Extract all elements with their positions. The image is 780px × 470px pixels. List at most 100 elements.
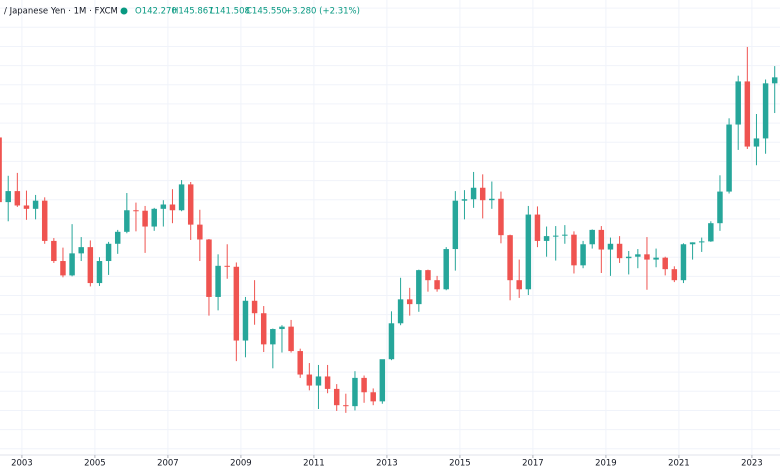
candle-body [51, 240, 57, 262]
candle-body [470, 187, 477, 200]
candle-body [771, 77, 778, 84]
candle-body [680, 244, 687, 281]
candle-body [562, 234, 568, 236]
candle-body [224, 265, 230, 267]
candle-body [279, 326, 285, 330]
candle-body [425, 270, 431, 281]
candle-body [178, 184, 185, 211]
candle-body [370, 392, 376, 402]
candle-body [653, 257, 659, 260]
candle-body [187, 184, 194, 225]
symbol-title: / Japanese Yen · 1M · FXCM [4, 7, 118, 17]
candle-body [516, 280, 522, 290]
candle-body [589, 229, 595, 245]
x-tick-label: 2003 [11, 459, 33, 469]
candle-body [14, 191, 21, 206]
candle-body [169, 204, 176, 211]
x-axis: 2003 2005 2007 2009 2011 2013 2015 2017 2019 2021… [11, 455, 763, 469]
candle-body [452, 200, 459, 250]
ohlc-change: +3.280 (+2.31%) [285, 7, 360, 17]
candle-body [671, 269, 678, 281]
candle-body [406, 299, 413, 305]
x-tick-label: 2021 [668, 459, 690, 469]
candle-body [215, 265, 221, 297]
candle-body [753, 138, 760, 147]
ohlc-high: H145.867 [172, 7, 214, 17]
candle-body [361, 377, 367, 393]
x-tick-label: 2005 [84, 459, 106, 469]
candle-body [69, 253, 75, 276]
candle-body [744, 81, 751, 147]
candle-body [689, 242, 696, 245]
candle-body [233, 266, 240, 341]
candle-body [197, 224, 203, 240]
candle-body [443, 249, 449, 290]
candle-body [60, 261, 66, 276]
candle-body [479, 187, 486, 201]
candle-body [461, 199, 468, 201]
x-tick-label: 2009 [230, 459, 252, 469]
candle-body [96, 261, 103, 284]
candle-body [32, 200, 39, 209]
candle-body [644, 254, 650, 260]
candle-body [717, 191, 723, 224]
candle-body [571, 234, 577, 266]
candle-body [242, 300, 249, 341]
grid [0, 0, 780, 455]
candle-body [498, 198, 504, 236]
x-tick-label: 2013 [376, 459, 398, 469]
candle-body [735, 81, 741, 125]
candle-body [41, 200, 48, 241]
candle-body [397, 299, 404, 324]
candle-body [160, 204, 167, 209]
candle-body [87, 247, 94, 284]
candle-body [306, 374, 313, 386]
candle-body [607, 243, 614, 250]
candle-body [105, 243, 112, 262]
candle-body [388, 323, 395, 360]
candle-body [762, 83, 769, 139]
candle-body [507, 235, 513, 281]
candle-body [616, 243, 623, 259]
candles [0, 46, 778, 413]
candle-body [698, 241, 705, 243]
candle-body [534, 214, 541, 241]
candle-body [78, 247, 84, 254]
candle-body [662, 257, 668, 270]
ohlc-close: C145.550 [246, 7, 287, 17]
x-tick-label: 2011 [303, 459, 325, 469]
ohlc-low: L141.508 [210, 7, 250, 17]
candle-body [333, 388, 340, 406]
candle-body [315, 376, 322, 386]
status-dot [120, 7, 128, 15]
candle-body [379, 359, 386, 402]
candle-body [0, 137, 2, 203]
candle-body [343, 405, 349, 407]
candle-body [324, 376, 331, 389]
candle-body [260, 313, 267, 345]
candle-body [297, 351, 303, 375]
candle-body [5, 191, 11, 203]
x-tick-label: 2023 [741, 459, 763, 469]
candle-body [598, 229, 605, 250]
candle-body [525, 214, 532, 290]
candle-body [552, 235, 559, 237]
candle-body [708, 223, 714, 242]
candle-body [434, 280, 440, 290]
x-tick-label: 2017 [522, 459, 544, 469]
x-tick-label: 2015 [449, 459, 471, 469]
candle-body [726, 124, 732, 192]
candle-body [352, 377, 358, 407]
candle-body [288, 326, 294, 352]
ohlc-open: O142.270 [135, 7, 177, 17]
candle-body [206, 239, 212, 297]
candle-body [543, 236, 550, 241]
candle-body [124, 210, 130, 232]
candle-body [416, 270, 422, 305]
candle-body [251, 300, 258, 314]
candle-body [142, 210, 148, 227]
candle-body [489, 198, 495, 201]
candle-body [580, 244, 586, 266]
x-tick-label: 2007 [157, 459, 179, 469]
